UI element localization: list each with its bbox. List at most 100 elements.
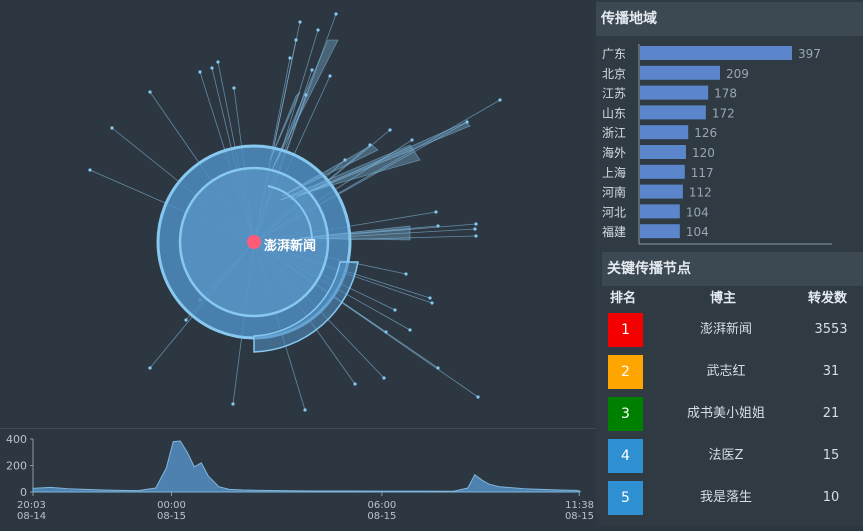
network-edge-bundle	[279, 144, 421, 201]
rank-header: 排名	[610, 291, 637, 306]
timeline-x-tick-time: 20:03	[17, 500, 46, 511]
timeline-x-tick-date: 08-15	[565, 511, 594, 522]
region-value: 104	[686, 205, 709, 219]
network-leaf-node	[430, 301, 434, 305]
network-leaf-node	[303, 408, 307, 412]
network-leaf-node	[184, 318, 188, 322]
network-leaf-node	[110, 126, 114, 130]
blogger-name: 我是落生	[699, 490, 752, 505]
region-panel: 传播地域 广东 397 北京 209 江苏 178 山东 172 浙江 126 海外 120 上海 117…	[596, 2, 863, 246]
region-bar	[640, 85, 709, 100]
region-value: 209	[726, 67, 749, 81]
region-label: 北京	[602, 67, 626, 81]
rank-badge: 2	[608, 355, 643, 389]
blogger-header: 博主	[710, 291, 737, 306]
repost-timeline[interactable]: 400 200 0 20:03 08-14 00:00 08-15 06:00 08-15 11:…	[0, 428, 595, 527]
network-leaf-node	[198, 70, 202, 74]
network-edge-bundle	[271, 39, 339, 171]
timeline-y-tick: 400	[6, 433, 27, 446]
region-bar	[640, 46, 792, 60]
rank-badge: 5	[608, 481, 643, 515]
rank-badge: 4	[608, 439, 643, 473]
network-leaf-node	[334, 12, 338, 16]
network-leaf-node	[474, 234, 478, 238]
region-bar	[640, 125, 689, 140]
repost-count: 31	[822, 364, 840, 379]
network-leaf-node	[382, 376, 386, 380]
region-value: 397	[798, 47, 821, 61]
region-bar	[640, 105, 706, 120]
timeline-area	[32, 440, 581, 493]
network-leaf-node	[408, 328, 412, 332]
network-leaf-node	[216, 60, 220, 64]
repost-count: 3553	[814, 322, 848, 337]
region-bar	[640, 145, 686, 159]
key-nodes-panel: 关键传播节点 排名 博主 转发数 1 澎湃新闻 3553 2 武志红 31 3 …	[596, 252, 863, 526]
region-label: 福建	[602, 224, 626, 239]
reposts-header: 转发数	[808, 291, 848, 306]
network-leaf-node	[434, 210, 438, 214]
network-graph[interactable]	[0, 0, 595, 430]
node-row[interactable]: 3 成书美小姐姐 21	[596, 394, 863, 434]
network-leaf-node	[148, 90, 152, 94]
network-leaf-node	[498, 98, 502, 102]
network-leaf-node	[410, 138, 414, 142]
region-label: 海外	[602, 145, 626, 160]
region-bar	[640, 164, 685, 179]
network-leaf-node	[474, 222, 478, 226]
node-row[interactable]: 4 法医Z 15	[596, 436, 863, 476]
timeline-y-tick: 0	[20, 486, 27, 499]
region-bar	[640, 184, 683, 199]
network-leaf-node	[231, 402, 235, 406]
region-bar	[640, 204, 680, 219]
timeline-x-tick-date: 08-15	[157, 511, 186, 522]
network-leaf-node	[328, 74, 332, 78]
timeline-x-tick-time: 11:38	[565, 500, 594, 511]
timeline-y-tick: 200	[6, 460, 27, 473]
node-row[interactable]: 2 武志红 31	[596, 352, 863, 392]
network-leaf-node	[476, 395, 480, 399]
network-leaf-node	[353, 382, 357, 386]
network-leaf-node	[428, 296, 432, 300]
network-leaf-node	[393, 308, 397, 312]
region-bar	[640, 224, 680, 239]
repost-count: 21	[822, 406, 840, 421]
timeline-x-tick-time: 00:00	[157, 500, 186, 511]
propagation-network[interactable]: 澎湃新闻	[0, 0, 595, 430]
network-edge-bundle	[269, 91, 301, 161]
region-label: 上海	[602, 165, 626, 180]
right-sidebar: 传播地域 广东 397 北京 209 江苏 178 山东 172 浙江 126 海外 120 上海 117…	[596, 0, 863, 526]
region-bar-chart: 广东 397 北京 209 江苏 178 山东 172 浙江 126 海外 120 上海 117 河南 112…	[602, 44, 832, 245]
key-nodes-title: 关键传播节点	[602, 252, 863, 286]
region-label: 河北	[602, 205, 626, 219]
node-row[interactable]: 1 澎湃新闻 3553	[596, 310, 863, 350]
rank-badge: 1	[608, 313, 643, 347]
network-center-node	[247, 235, 261, 249]
network-leaf-node	[88, 168, 92, 172]
blogger-name: 武志红	[706, 364, 746, 379]
region-label: 浙江	[602, 126, 626, 140]
network-leaf-node	[288, 56, 292, 60]
network-leaf-node	[310, 68, 314, 72]
region-value: 117	[691, 166, 714, 180]
timeline-chart: 400200020:0308-1400:0008-1506:0008-1511:…	[6, 433, 594, 522]
region-panel-title: 传播地域	[596, 2, 863, 36]
network-leaf-node	[294, 38, 298, 42]
region-label: 广东	[602, 47, 626, 61]
region-label: 山东	[602, 106, 626, 120]
network-leaf-node	[473, 227, 477, 231]
network-cluster-arc	[253, 261, 359, 353]
network-leaf-node	[404, 272, 408, 276]
region-value: 112	[689, 186, 712, 200]
center-node-label: 澎湃新闻	[264, 239, 317, 254]
network-leaf-node	[316, 28, 320, 32]
timeline-x-tick-date: 08-14	[17, 511, 46, 522]
blogger-name: 澎湃新闻	[699, 322, 752, 337]
network-leaf-node	[388, 128, 392, 132]
region-value: 120	[692, 146, 715, 160]
node-row[interactable]: 5 我是落生 10	[596, 478, 863, 518]
region-value: 172	[712, 106, 735, 120]
region-value: 104	[686, 225, 709, 239]
network-leaf-node	[148, 366, 152, 370]
network-leaf-node	[210, 66, 214, 70]
